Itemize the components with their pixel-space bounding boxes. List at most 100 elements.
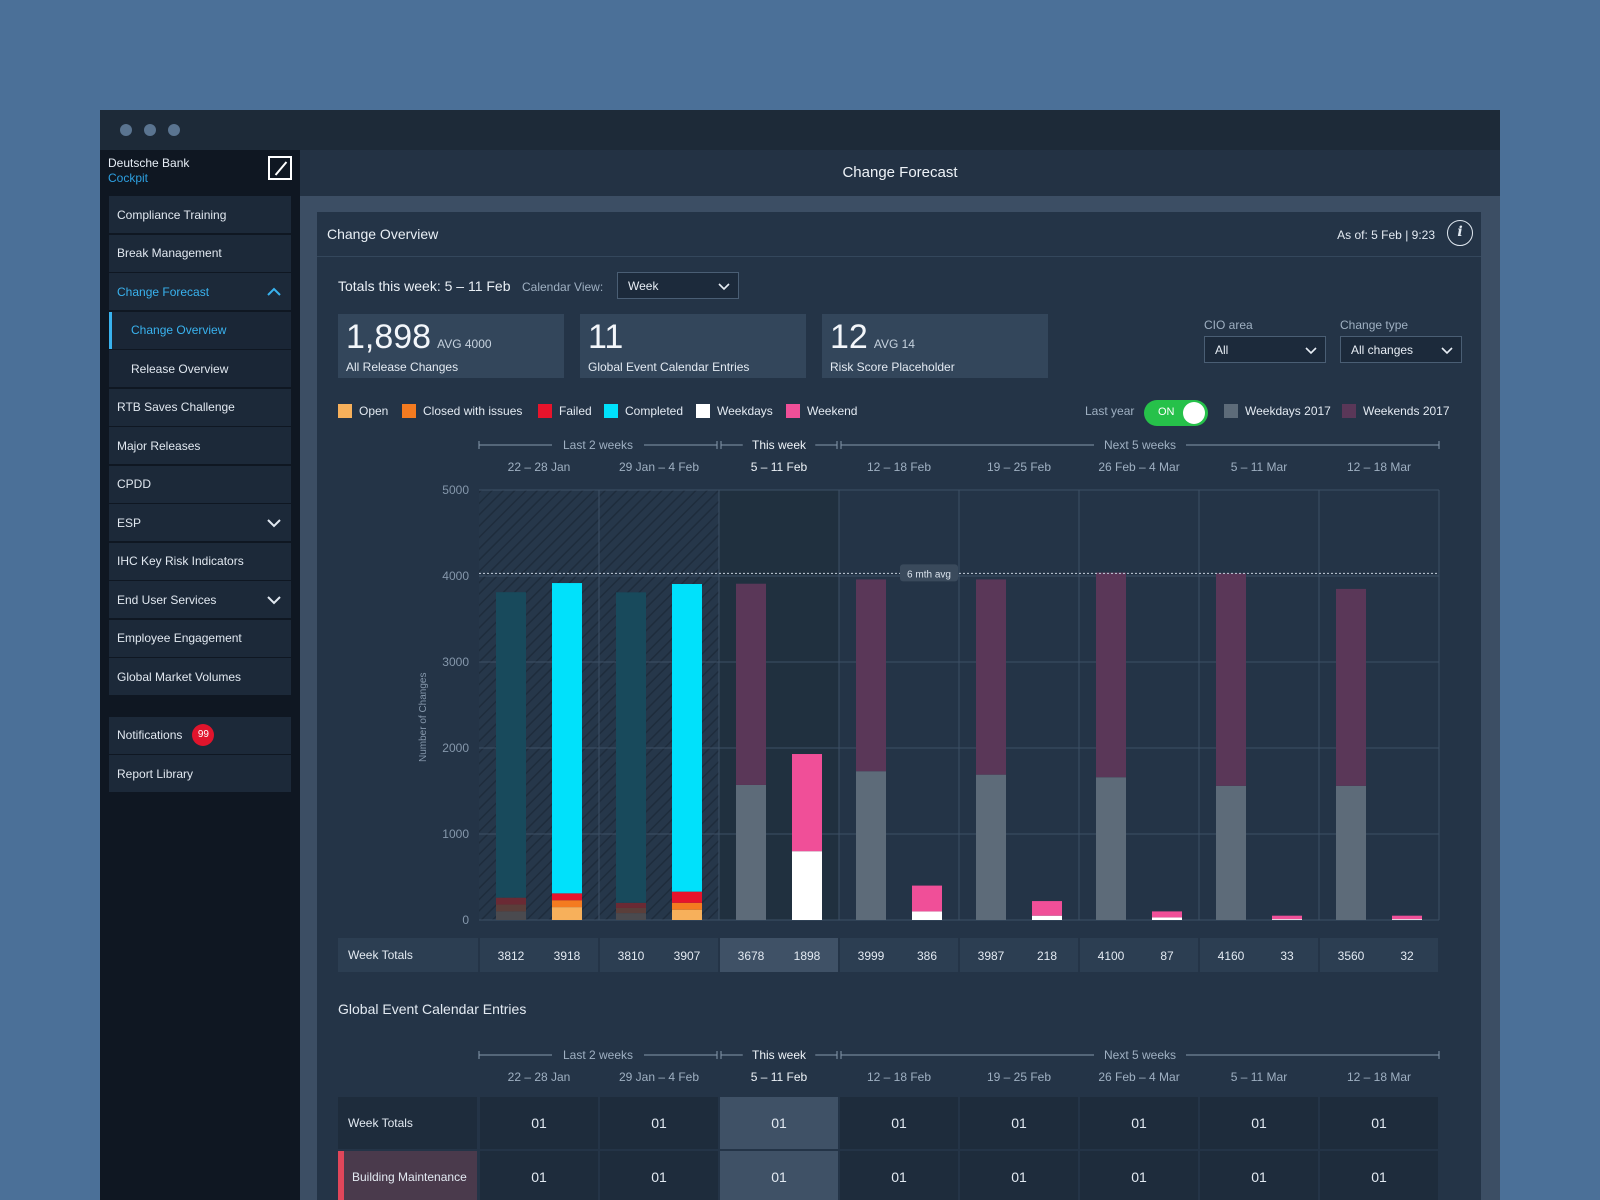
sidebar-item-break-management[interactable]: Break Management (109, 234, 291, 272)
cio-area-select[interactable]: All (1204, 336, 1326, 363)
legend-label: Closed with issues (423, 404, 523, 418)
bar-segment-weekend (1272, 915, 1302, 920)
as-of-timestamp: As of: 5 Feb | 9:23 (1337, 228, 1435, 242)
calendar-view-select[interactable]: Week (617, 272, 739, 299)
sidebar-item-change-forecast[interactable]: Change Forecast (109, 273, 291, 310)
kpi-risk-score-placeholder[interactable]: 12 AVG 14 Risk Score Placeholder (822, 314, 1048, 378)
cio-area-label: CIO area (1204, 318, 1253, 332)
kpi-all-release-changes[interactable]: 1,898 AVG 4000 All Release Changes (338, 314, 564, 378)
week-total-current: 1898 (794, 949, 821, 963)
week-total-current: 386 (917, 949, 937, 963)
bar-segment-completed (496, 592, 526, 898)
kpi-label: All Release Changes (346, 360, 459, 374)
chevron-up-icon[interactable] (267, 285, 281, 299)
legend-weekdays-2017: Weekdays 2017 (1224, 404, 1331, 418)
gec-week-label: 26 Feb – 4 Mar (1098, 1070, 1179, 1084)
bar-segment-weekdays (1032, 915, 1062, 920)
sidebar-item-label: IHC Key Risk Indicators (117, 554, 244, 568)
window-minimize-dot[interactable] (144, 124, 156, 136)
sidebar-item-label: Change Overview (131, 323, 227, 337)
legend-open: Open (338, 404, 388, 418)
sidebar-item-employee-engagement[interactable]: Employee Engagement (109, 619, 291, 657)
chart-week-label: 26 Feb – 4 Mar (1098, 460, 1179, 474)
bar-segment-weekdays (1152, 917, 1182, 920)
bar-segment-open (496, 911, 526, 920)
gec-cell-value: 01 (1371, 1115, 1387, 1131)
kpi-value: 11 (588, 318, 624, 356)
sidebar-item-end-user-services[interactable]: End User Services (109, 581, 291, 618)
sidebar-item-report-library[interactable]: Report Library (109, 755, 291, 792)
bar-segment-weekdays-2017 (856, 771, 886, 920)
kpi-value-wrap: 11 (588, 318, 623, 357)
gec-cell-value: 01 (1251, 1115, 1267, 1131)
gec-cell-bg (840, 1097, 958, 1149)
week-total-last-year: 3560 (1338, 949, 1365, 963)
week-total-current: 218 (1037, 949, 1057, 963)
gec-week-label: 12 – 18 Mar (1347, 1070, 1411, 1084)
gec-cell-bg (840, 1151, 958, 1200)
gec-cell-bg (1320, 1151, 1438, 1200)
change-overview-panel: Change Overview As of: 5 Feb | 9:23 i To… (317, 212, 1481, 1200)
legend-swatch (786, 404, 800, 418)
kpi-global-event-calendar-entries[interactable]: 11 Global Event Calendar Entries (580, 314, 806, 378)
gec-cell-value: 01 (651, 1115, 667, 1131)
kpi-value: 12 (830, 318, 868, 356)
sidebar-item-ihc-key-risk-indicators[interactable]: IHC Key Risk Indicators (109, 542, 291, 580)
window-close-dot[interactable] (120, 124, 132, 136)
info-icon[interactable]: i (1447, 220, 1473, 246)
bar-segment-weekdays-2017 (1336, 785, 1366, 920)
gec-week-label: 5 – 11 Mar (1231, 1070, 1287, 1084)
deutsche-bank-logo-icon[interactable] (268, 156, 292, 180)
window-maximize-dot[interactable] (168, 124, 180, 136)
y-tick-label: 3000 (442, 655, 469, 669)
gec-cell-value: 01 (531, 1169, 547, 1185)
chevron-down-icon[interactable] (267, 593, 281, 607)
week-total-current: 3918 (554, 949, 581, 963)
gec-cell-value: 01 (771, 1115, 787, 1131)
gec-section-title: Global Event Calendar Entries (338, 1001, 526, 1017)
sidebar-item-compliance-training[interactable]: Compliance Training (109, 196, 291, 233)
last-year-toggle[interactable]: ON (1144, 400, 1208, 426)
sidebar-item-label: Notifications (117, 728, 183, 742)
gec-cell-value: 01 (891, 1169, 907, 1185)
bar-segment-weekends-2017 (736, 583, 766, 785)
week-totals-label: Week Totals (348, 948, 413, 962)
sidebar-item-global-market-volumes[interactable]: Global Market Volumes (109, 658, 291, 695)
legend-weekend: Weekend (786, 404, 857, 418)
sidebar-item-label: CPDD (117, 477, 152, 491)
chevron-down-icon[interactable] (267, 516, 281, 530)
bar-segment-weekends-2017 (1216, 573, 1246, 786)
sidebar-item-cpdd[interactable]: CPDD (109, 465, 291, 503)
bar-segment-failed (496, 897, 526, 905)
sidebar-item-change-overview[interactable]: Change Overview (109, 311, 291, 349)
legend-closed-with-issues: Closed with issues (402, 404, 522, 418)
gec-cell-value: 01 (1251, 1169, 1267, 1185)
week-total-current: 87 (1160, 949, 1174, 963)
sidebar-menu: Compliance Training Break Management Cha… (109, 196, 291, 792)
gec-cell-bg (600, 1097, 718, 1149)
gec-cell-bg (720, 1097, 838, 1149)
legend-swatch (538, 404, 552, 418)
gec-row-label: Building Maintenance (352, 1170, 467, 1184)
bar-segment-weekdays (912, 911, 942, 920)
gec-cell-bg (1200, 1097, 1318, 1149)
gec-week-label: 22 – 28 Jan (508, 1070, 571, 1084)
gec-cell-value: 01 (1011, 1169, 1027, 1185)
sidebar-item-notifications[interactable]: Notifications 99 (109, 716, 291, 754)
chevron-down-icon (718, 283, 730, 291)
sidebar-item-rtb-saves-challenge[interactable]: RTB Saves Challenge (109, 388, 291, 426)
sidebar-item-label: End User Services (117, 592, 217, 607)
app-window: Deutsche Bank Cockpit Compliance Trainin… (100, 110, 1500, 1200)
change-type-select[interactable]: All changes (1340, 336, 1462, 363)
kpi-value-wrap: 12 AVG 14 (830, 318, 915, 357)
kpi-avg: AVG 14 (873, 337, 915, 351)
sidebar-item-esp[interactable]: ESP (109, 504, 291, 541)
y-axis-label: Number of Changes (418, 672, 429, 763)
gec-cell-value: 01 (651, 1169, 667, 1185)
notification-count-badge: 99 (192, 724, 215, 746)
sidebar-item-release-overview[interactable]: Release Overview (109, 350, 291, 387)
bar-segment-weekend (792, 754, 822, 852)
gec-cell-value: 01 (891, 1115, 907, 1131)
bar-segment-weekends-2017 (976, 579, 1006, 775)
sidebar-item-major-releases[interactable]: Major Releases (109, 427, 291, 464)
